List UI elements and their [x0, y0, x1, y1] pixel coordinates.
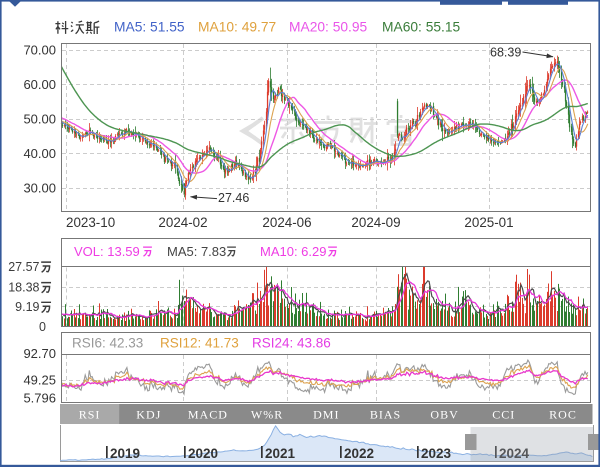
svg-text:RSI12: 41.73: RSI12: 41.73: [160, 336, 239, 351]
svg-text:70.00: 70.00: [23, 42, 56, 57]
svg-text:50.00: 50.00: [23, 111, 56, 126]
svg-text:40.00: 40.00: [23, 146, 56, 161]
svg-text:MACD: MACD: [188, 407, 228, 421]
svg-text:27.57: 27.57: [8, 260, 39, 274]
svg-text:2022: 2022: [344, 446, 374, 461]
svg-text:2020: 2020: [188, 446, 218, 461]
svg-text:2021: 2021: [265, 446, 296, 461]
svg-text:MA10: 6.29: MA10: 6.29: [260, 244, 327, 259]
svg-text:2025-01: 2025-01: [464, 215, 513, 230]
svg-text:68.39: 68.39: [490, 46, 521, 60]
svg-text:9.19: 9.19: [15, 300, 39, 314]
svg-text:MA60: 55.15: MA60: 55.15: [382, 20, 461, 35]
svg-text:2024-09: 2024-09: [351, 215, 400, 230]
svg-text:RSI24: 43.86: RSI24: 43.86: [252, 336, 331, 351]
svg-text:2024-06: 2024-06: [262, 215, 311, 230]
svg-text:2023: 2023: [421, 446, 452, 461]
svg-text:RSI6: 42.33: RSI6: 42.33: [72, 336, 143, 351]
svg-text:27.46: 27.46: [218, 191, 249, 205]
svg-text:2024-02: 2024-02: [158, 215, 207, 230]
svg-text:KDJ: KDJ: [136, 407, 161, 421]
svg-text:49.25: 49.25: [23, 373, 56, 388]
svg-text:2019: 2019: [110, 446, 140, 461]
svg-text:MA10: 49.77: MA10: 49.77: [198, 20, 276, 35]
svg-text:60.00: 60.00: [23, 77, 56, 92]
svg-text:BIAS: BIAS: [370, 407, 401, 421]
svg-text:92.70: 92.70: [23, 346, 56, 361]
svg-text:DMI: DMI: [313, 407, 339, 421]
svg-text:MA20: 50.95: MA20: 50.95: [289, 20, 368, 35]
svg-text:OBV: OBV: [430, 407, 458, 421]
svg-text:VOL: 13.59: VOL: 13.59: [74, 244, 140, 259]
svg-text:2023-10: 2023-10: [66, 215, 115, 230]
svg-text:2024: 2024: [499, 446, 530, 461]
svg-text:MA5: 51.55: MA5: 51.55: [114, 20, 185, 35]
svg-text:MA5: 7.83: MA5: 7.83: [167, 244, 226, 259]
svg-text:18.38: 18.38: [8, 280, 39, 294]
svg-text:30.00: 30.00: [23, 180, 56, 195]
svg-text:0: 0: [39, 320, 46, 334]
svg-text:W%R: W%R: [251, 407, 283, 421]
svg-text:5.796: 5.796: [23, 391, 56, 406]
svg-text:ROC: ROC: [549, 407, 577, 421]
svg-text:RSI: RSI: [79, 407, 101, 421]
svg-text:CCI: CCI: [492, 407, 515, 421]
